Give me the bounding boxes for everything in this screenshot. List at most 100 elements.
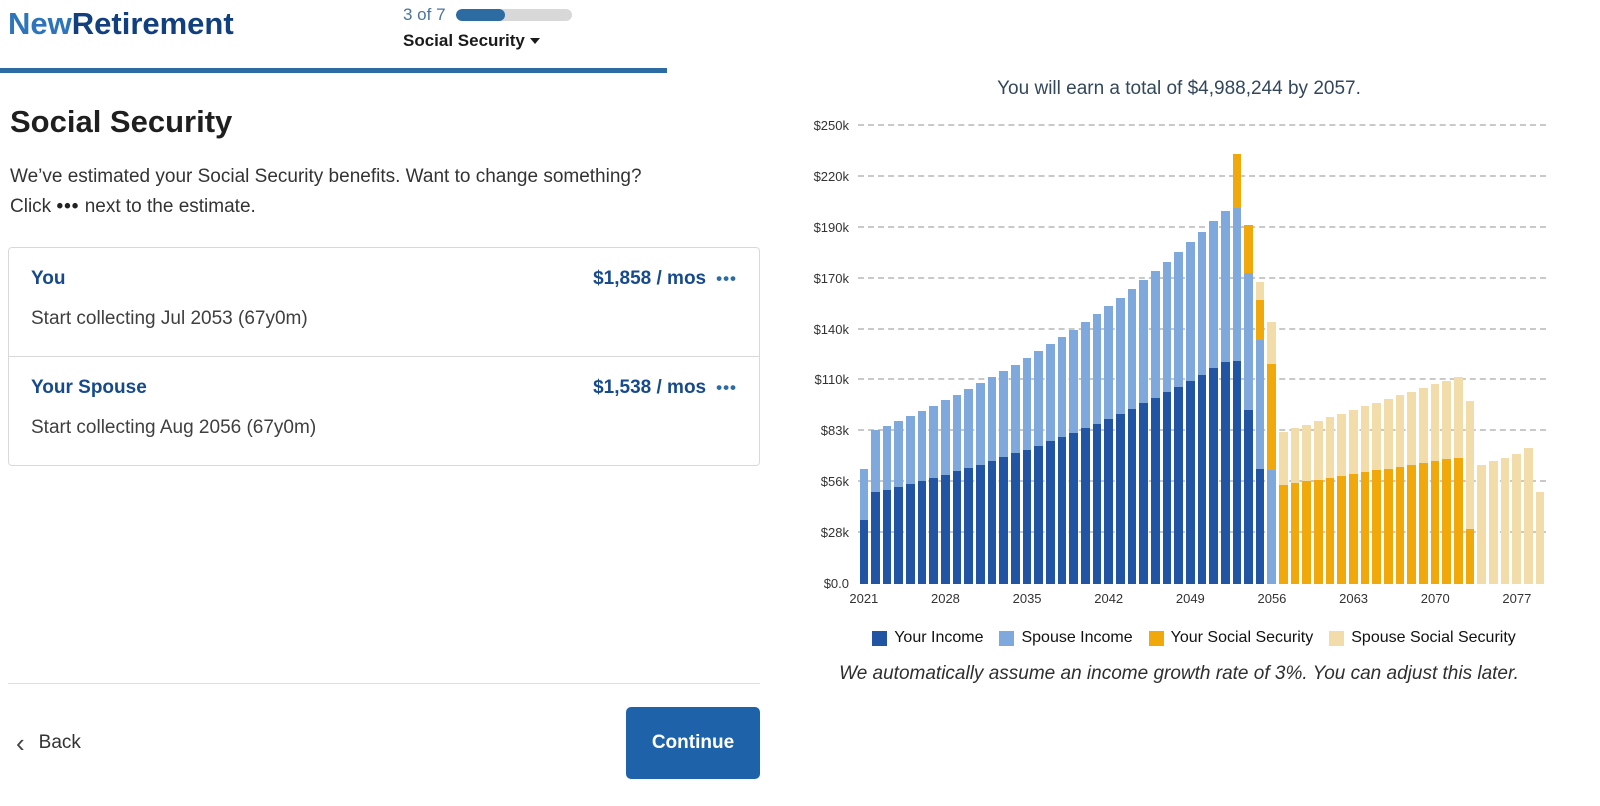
bar-segment [1022, 449, 1032, 584]
intro-text: We’ve estimated your Social Security ben… [10, 162, 760, 223]
bar-2065 [1371, 126, 1383, 584]
bar-segment [1162, 392, 1172, 584]
bar-2041 [1091, 126, 1103, 584]
x-tick-label: 2063 [1339, 591, 1369, 606]
bar-segment [1279, 485, 1288, 584]
legend-swatch [872, 630, 888, 646]
chevron-left-icon: ‹ [16, 728, 25, 758]
bar-segment [1453, 377, 1463, 458]
bar-segment [917, 410, 927, 481]
bar-2043 [1114, 126, 1126, 584]
x-tick-label: 2021 [849, 591, 879, 606]
bar-2038 [1056, 126, 1068, 584]
bar-segment [1185, 380, 1195, 584]
bar-2033 [998, 126, 1010, 584]
bar-2079 [1534, 126, 1546, 584]
bar-segment [1442, 459, 1451, 584]
bar-segment [952, 394, 962, 472]
bar-2075 [1487, 126, 1499, 584]
estimate-row-spouse: Your Spouse $1,538 / mos ••• Start colle… [9, 355, 759, 465]
bar-segment [1372, 470, 1382, 584]
bar-segment [1384, 398, 1393, 469]
bar-2039 [1068, 126, 1080, 584]
bar-segment [1255, 281, 1265, 301]
bar-2032 [986, 126, 998, 584]
step-dropdown[interactable]: Social Security [403, 31, 572, 51]
bar-2036 [1033, 126, 1045, 584]
bar-segment [1162, 261, 1172, 393]
bar-2025 [905, 126, 917, 584]
legend-swatch [1148, 630, 1164, 646]
bar-2066 [1383, 126, 1395, 584]
legend-item: Your Social Security [1148, 629, 1314, 647]
bar-2026 [916, 126, 928, 584]
estimate-detail: Start collecting Aug 2056 (67y0m) [31, 416, 317, 438]
progress-bar-fill [455, 9, 506, 21]
bar-segment [1407, 464, 1416, 584]
legend-label: Your Social Security [1170, 629, 1314, 646]
bar-segment [1512, 453, 1521, 584]
bar-segment [987, 460, 997, 584]
bar-segment [1174, 386, 1183, 584]
x-tick-label: 2049 [1175, 591, 1205, 606]
bar-segment [1046, 441, 1055, 584]
bar-segment [1232, 153, 1242, 209]
bar-segment [976, 383, 985, 465]
bar-segment [1209, 368, 1218, 584]
bar-segment [999, 457, 1009, 584]
x-tick-label: 2028 [930, 591, 960, 606]
estimate-amount: $1,538 / mos [593, 376, 707, 398]
bar-segment [1057, 337, 1067, 438]
bar-segment [1069, 329, 1078, 433]
bar-segment [1150, 271, 1160, 398]
x-axis-labels: 2021 2028 2035 2042 2049 2056 2063 2070 2077 [849, 591, 1546, 609]
bar-2035 [1021, 126, 1033, 584]
bar-segment [1069, 432, 1078, 584]
estimate-options-button[interactable]: ••• [716, 377, 737, 397]
bar-2021 [858, 126, 870, 584]
bar-segment [906, 483, 915, 584]
bar-segment [941, 474, 950, 584]
estimate-name: You [31, 267, 66, 289]
chart-plot: $0.0 $28k $56k $83k $110k $140k $170k $190k $220… [814, 118, 1546, 591]
bar-2028 [940, 126, 952, 584]
x-tick-label: 2070 [1420, 591, 1450, 606]
bar-segment [1209, 221, 1218, 369]
bar-segment [1197, 374, 1207, 584]
intro-line1: We’ve estimated your Social Security ben… [10, 166, 642, 187]
bar-2061 [1324, 126, 1336, 584]
progress-bar [455, 9, 572, 21]
bar-segment [1255, 468, 1265, 584]
bar-segment [882, 425, 892, 490]
bar-segment [1360, 406, 1370, 473]
gridline [858, 225, 1546, 228]
bar-segment [941, 400, 950, 475]
step-dropdown-label: Social Security [403, 31, 525, 50]
estimates-card: You $1,858 / mos ••• Start collecting Ju… [8, 246, 760, 466]
bar-2029 [951, 126, 963, 584]
bar-2078 [1522, 126, 1534, 584]
x-tick-label: 2035 [1012, 591, 1042, 606]
bar-2024 [893, 126, 905, 584]
bar-segment [1395, 466, 1405, 584]
estimate-right: $1,858 / mos ••• [593, 268, 737, 290]
bar-segment [1430, 461, 1440, 584]
bar-segment [1535, 492, 1545, 584]
app-logo[interactable]: NewRetirement [8, 6, 234, 42]
bar-segment [1337, 475, 1347, 584]
bar-2062 [1336, 126, 1348, 584]
bars-container [858, 126, 1546, 584]
bar-2052 [1219, 126, 1231, 584]
bar-2072 [1452, 126, 1464, 584]
x-tick-label: 2056 [1257, 591, 1287, 606]
bar-segment [1080, 428, 1090, 584]
bar-2064 [1359, 126, 1371, 584]
bar-2058 [1289, 126, 1301, 584]
bar-segment [1255, 300, 1265, 341]
continue-button[interactable]: Continue [626, 707, 760, 779]
bar-2063 [1348, 126, 1360, 584]
bar-segment [894, 420, 904, 487]
estimate-options-button[interactable]: ••• [716, 268, 737, 288]
back-button[interactable]: ‹ Back [8, 728, 81, 758]
bar-2070 [1429, 126, 1441, 584]
